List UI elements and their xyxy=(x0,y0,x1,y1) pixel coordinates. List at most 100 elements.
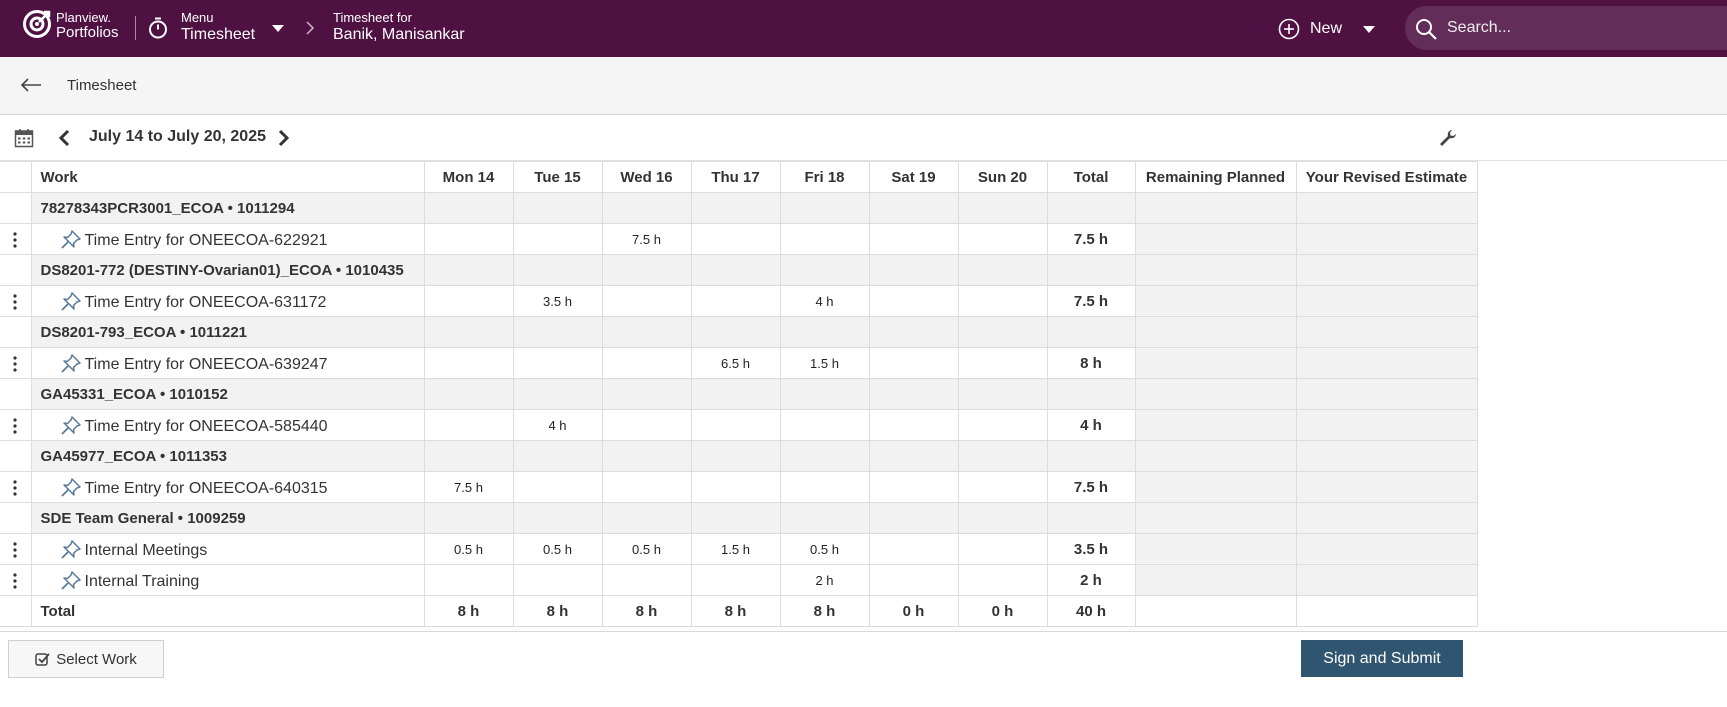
hours-cell-sat[interactable] xyxy=(868,285,959,317)
row-menu-button[interactable] xyxy=(0,285,32,317)
hours-cell-fri[interactable]: 4 h xyxy=(779,285,870,317)
hours-cell-wed[interactable] xyxy=(601,564,692,596)
revised-estimate-cell[interactable] xyxy=(1295,347,1478,379)
revised-estimate-cell[interactable] xyxy=(1295,223,1478,255)
hours-cell-sat[interactable] xyxy=(868,409,959,441)
row-menu-icon[interactable] xyxy=(13,294,17,310)
pin-icon[interactable] xyxy=(60,539,82,559)
hours-cell-mon[interactable] xyxy=(423,285,514,317)
hours-cell-sat[interactable] xyxy=(868,533,959,565)
hours-cell-sun[interactable] xyxy=(957,347,1048,379)
revised-estimate-cell[interactable] xyxy=(1295,285,1478,317)
row-menu-icon[interactable] xyxy=(13,356,17,372)
revised-estimate-cell[interactable] xyxy=(1295,409,1478,441)
hours-cell-wed[interactable] xyxy=(601,347,692,379)
group-name[interactable]: GA45977_ECOA • 1011353 xyxy=(30,440,425,472)
hours-cell-sun[interactable] xyxy=(957,223,1048,255)
hours-cell-tue[interactable] xyxy=(512,347,603,379)
pin-icon[interactable] xyxy=(60,353,82,373)
group-name[interactable]: GA45331_ECOA • 1010152 xyxy=(30,378,425,410)
row-menu-button[interactable] xyxy=(0,347,32,379)
time-entry-work[interactable]: Time Entry for ONEECOA-639247 xyxy=(30,347,425,379)
row-menu-icon[interactable] xyxy=(13,573,17,589)
hours-cell-tue[interactable]: 4 h xyxy=(512,409,603,441)
row-menu-button[interactable] xyxy=(0,223,32,255)
row-menu-icon[interactable] xyxy=(13,418,17,434)
hours-cell-wed[interactable] xyxy=(601,285,692,317)
hours-cell-sun[interactable] xyxy=(957,285,1048,317)
column-header-work[interactable]: Work xyxy=(30,161,425,193)
hours-cell-fri[interactable]: 1.5 h xyxy=(779,347,870,379)
group-name[interactable]: DS8201-793_ECOA • 1011221 xyxy=(30,316,425,348)
time-entry-work[interactable]: Time Entry for ONEECOA-622921 xyxy=(30,223,425,255)
time-entry-work[interactable]: Internal Meetings xyxy=(30,533,425,565)
menu-button[interactable]: Menu Timesheet xyxy=(181,10,255,45)
hours-cell-sat[interactable] xyxy=(868,564,959,596)
row-menu-button[interactable] xyxy=(0,533,32,565)
hours-cell-fri[interactable] xyxy=(779,471,870,503)
search-icon[interactable] xyxy=(1414,17,1438,41)
hours-cell-mon[interactable] xyxy=(423,347,514,379)
hours-cell-mon[interactable] xyxy=(423,409,514,441)
hours-cell-tue[interactable] xyxy=(512,223,603,255)
hours-cell-tue[interactable] xyxy=(512,471,603,503)
hours-cell-fri[interactable] xyxy=(779,409,870,441)
new-caret-down-icon[interactable] xyxy=(1362,24,1376,34)
hours-cell-mon[interactable] xyxy=(423,223,514,255)
group-name[interactable]: 78278343PCR3001_ECOA • 1011294 xyxy=(30,192,425,224)
hours-cell-mon[interactable] xyxy=(423,564,514,596)
pin-icon[interactable] xyxy=(60,291,82,311)
hours-cell-thu[interactable] xyxy=(690,471,781,503)
time-entry-work[interactable]: Time Entry for ONEECOA-640315 xyxy=(30,471,425,503)
row-menu-icon[interactable] xyxy=(13,232,17,248)
hours-cell-sat[interactable] xyxy=(868,223,959,255)
hours-cell-sun[interactable] xyxy=(957,533,1048,565)
hours-cell-wed[interactable]: 7.5 h xyxy=(601,223,692,255)
wrench-icon[interactable] xyxy=(1438,128,1458,148)
select-work-button[interactable]: Select Work xyxy=(8,640,164,678)
hours-cell-thu[interactable] xyxy=(690,285,781,317)
hours-cell-mon[interactable]: 0.5 h xyxy=(423,533,514,565)
new-button[interactable]: New xyxy=(1278,15,1342,43)
time-entry-work[interactable]: Internal Training xyxy=(30,564,425,596)
hours-cell-tue[interactable]: 0.5 h xyxy=(512,533,603,565)
revised-estimate-cell[interactable] xyxy=(1295,564,1478,596)
time-entry-work[interactable]: Time Entry for ONEECOA-585440 xyxy=(30,409,425,441)
hours-cell-thu[interactable]: 1.5 h xyxy=(690,533,781,565)
calendar-icon[interactable] xyxy=(14,128,34,148)
sign-and-submit-button[interactable]: Sign and Submit xyxy=(1301,640,1463,677)
hours-cell-fri[interactable] xyxy=(779,223,870,255)
pin-icon[interactable] xyxy=(60,570,82,590)
hours-cell-tue[interactable]: 3.5 h xyxy=(512,285,603,317)
pin-icon[interactable] xyxy=(60,477,82,497)
hours-cell-sun[interactable] xyxy=(957,471,1048,503)
row-menu-button[interactable] xyxy=(0,564,32,596)
previous-week-icon[interactable] xyxy=(58,129,70,147)
row-menu-button[interactable] xyxy=(0,471,32,503)
search-input[interactable] xyxy=(1447,16,1707,40)
hours-cell-sat[interactable] xyxy=(868,471,959,503)
row-menu-icon[interactable] xyxy=(13,480,17,496)
planview-logo-icon[interactable] xyxy=(22,9,52,39)
hours-cell-fri[interactable]: 0.5 h xyxy=(779,533,870,565)
hours-cell-wed[interactable] xyxy=(601,471,692,503)
group-name[interactable]: SDE Team General • 1009259 xyxy=(30,502,425,534)
time-entry-work[interactable]: Time Entry for ONEECOA-631172 xyxy=(30,285,425,317)
hours-cell-fri[interactable]: 2 h xyxy=(779,564,870,596)
hours-cell-thu[interactable] xyxy=(690,409,781,441)
back-arrow-icon[interactable] xyxy=(20,77,42,93)
hours-cell-sat[interactable] xyxy=(868,347,959,379)
row-menu-icon[interactable] xyxy=(13,542,17,558)
row-menu-button[interactable] xyxy=(0,409,32,441)
next-week-icon[interactable] xyxy=(278,129,290,147)
pin-icon[interactable] xyxy=(60,415,82,435)
pin-icon[interactable] xyxy=(60,229,82,249)
hours-cell-wed[interactable]: 0.5 h xyxy=(601,533,692,565)
hours-cell-sun[interactable] xyxy=(957,409,1048,441)
revised-estimate-cell[interactable] xyxy=(1295,471,1478,503)
hours-cell-thu[interactable]: 6.5 h xyxy=(690,347,781,379)
search-box[interactable] xyxy=(1405,6,1727,50)
hours-cell-sun[interactable] xyxy=(957,564,1048,596)
caret-down-icon[interactable] xyxy=(271,23,285,33)
hours-cell-wed[interactable] xyxy=(601,409,692,441)
